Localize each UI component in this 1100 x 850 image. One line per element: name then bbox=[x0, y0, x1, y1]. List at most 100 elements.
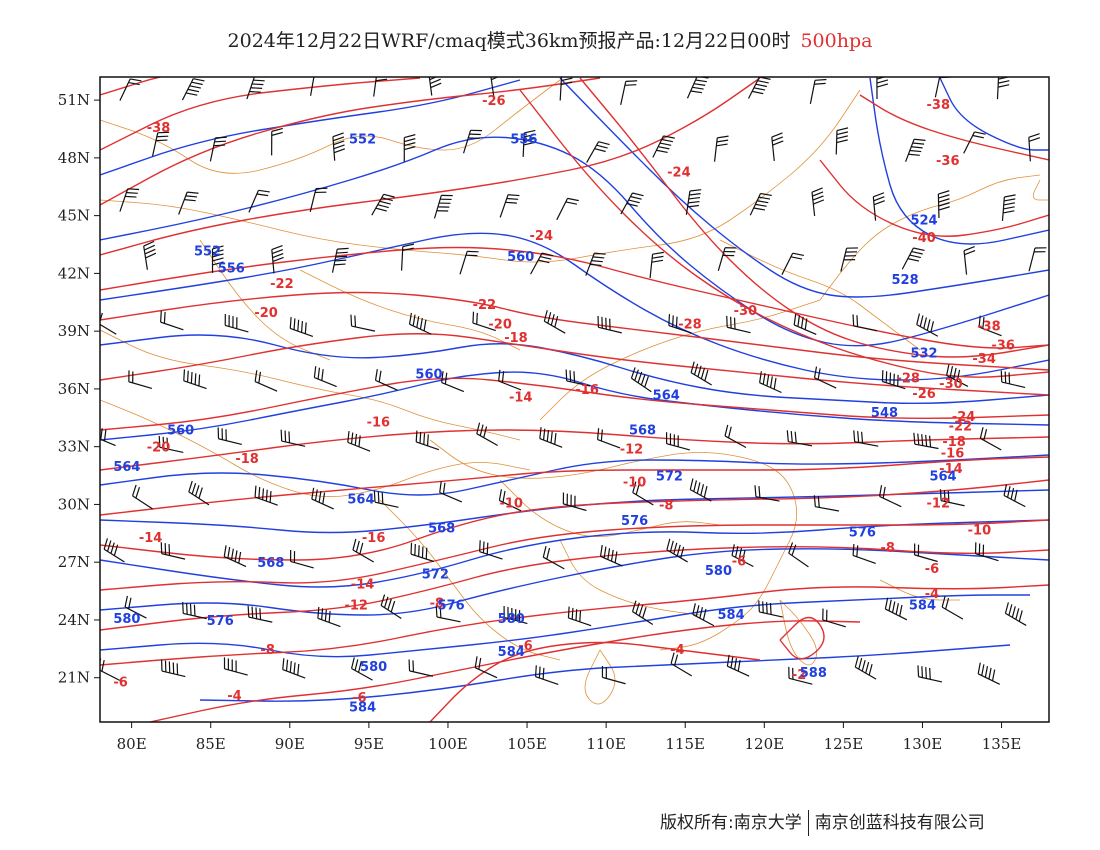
height-label: 552 bbox=[349, 133, 376, 148]
x-tick-label: 105E bbox=[507, 735, 547, 753]
wind-barb bbox=[713, 135, 729, 162]
wind-barb bbox=[410, 542, 435, 563]
height-contour bbox=[869, 77, 1049, 245]
x-tick-label: 130E bbox=[903, 735, 943, 753]
wind-barb bbox=[433, 194, 453, 219]
wind-barb bbox=[542, 545, 565, 570]
temperature-label: -10 bbox=[623, 475, 647, 490]
height-contour bbox=[100, 594, 1030, 658]
temperature-label: -24 bbox=[667, 165, 691, 180]
wind-barb bbox=[945, 364, 969, 387]
wind-barb bbox=[439, 481, 463, 503]
wind-barb bbox=[652, 135, 675, 158]
wind-barb bbox=[373, 77, 388, 97]
temperature-label: -10 bbox=[499, 497, 523, 512]
temperature-contour bbox=[100, 333, 1049, 396]
wind-barb bbox=[747, 77, 771, 99]
temperature-label: -34 bbox=[972, 352, 996, 367]
wind-barb bbox=[586, 141, 610, 163]
boundary-line bbox=[879, 579, 960, 601]
wind-barb bbox=[534, 665, 559, 686]
wind-barb bbox=[905, 138, 926, 162]
boundary-line bbox=[779, 599, 818, 666]
footer: 版权所有:南京大学 南京创蓝科技有限公司 bbox=[660, 808, 985, 836]
temperature-label: -36 bbox=[936, 154, 960, 169]
wind-barb bbox=[666, 538, 688, 563]
wind-barb bbox=[100, 312, 117, 335]
title-main: 2024年12月22日WRF/cmaq模式36km预报产品:12月22日00时 bbox=[227, 30, 791, 52]
temperature-label: -16 bbox=[575, 383, 599, 398]
x-tick-label: 135E bbox=[982, 735, 1022, 753]
y-tick-label: 21N bbox=[58, 669, 90, 687]
wind-barb bbox=[374, 369, 398, 391]
wind-barb bbox=[670, 652, 693, 677]
x-tick-label: 120E bbox=[745, 735, 785, 753]
wind-barb bbox=[311, 487, 334, 510]
wind-barb bbox=[400, 243, 415, 271]
wind-barb bbox=[182, 602, 207, 620]
height-label: 568 bbox=[629, 423, 656, 438]
wind-barb bbox=[441, 371, 465, 393]
wind-barb bbox=[332, 132, 346, 161]
temperature-label: -4 bbox=[925, 587, 939, 602]
height-label: 584 bbox=[909, 599, 936, 614]
wind-barb bbox=[1028, 247, 1047, 272]
height-contour bbox=[100, 232, 1049, 381]
wind-barb bbox=[472, 311, 496, 332]
wind-barb bbox=[630, 367, 652, 393]
wind-barb bbox=[459, 250, 479, 275]
height-contour bbox=[559, 77, 1049, 298]
temperature-label: -22 bbox=[473, 298, 497, 313]
wind-barb bbox=[913, 432, 939, 450]
wind-barb bbox=[1000, 370, 1026, 389]
wind-barb bbox=[979, 427, 1002, 451]
wind-barb bbox=[479, 540, 503, 560]
wind-barb bbox=[498, 369, 522, 391]
wind-barb bbox=[503, 605, 528, 625]
temperature-label: -24 bbox=[952, 410, 976, 425]
wind-barb bbox=[771, 132, 784, 161]
wind-barb bbox=[1001, 194, 1016, 221]
wind-barb bbox=[620, 80, 638, 105]
temperature-label: -6 bbox=[925, 562, 939, 577]
x-tick-label: 100E bbox=[428, 735, 468, 753]
wind-barb bbox=[331, 247, 349, 273]
height-contour bbox=[100, 519, 1049, 588]
wind-barb bbox=[408, 312, 432, 335]
wind-barb bbox=[371, 193, 395, 216]
map-title: 2024年12月22日WRF/cmaq模式36km预报产品:12月22日00时 5… bbox=[0, 26, 1100, 53]
height-label: 552 bbox=[194, 244, 221, 259]
temperature-label: -38 bbox=[927, 98, 951, 113]
wind-barb bbox=[151, 131, 170, 157]
title-level: 500hpa bbox=[800, 30, 873, 52]
wind-barb bbox=[543, 310, 566, 334]
temperature-contour bbox=[100, 519, 1049, 591]
temperature-label: -38 bbox=[147, 121, 171, 136]
temperature-label: -4 bbox=[227, 689, 241, 704]
axis-layer: 80E 85E 90E 95E 100E 105E 110E 115E 120E 125E 130E… bbox=[58, 91, 1022, 753]
height-label: 580 bbox=[113, 612, 140, 627]
wind-barb bbox=[181, 78, 205, 101]
wind-barb bbox=[223, 657, 248, 676]
wind-barb bbox=[254, 485, 278, 506]
height-label: 560 bbox=[507, 250, 534, 265]
wind-barb bbox=[665, 432, 690, 451]
wind-barb bbox=[835, 127, 849, 155]
wind-barb bbox=[1028, 133, 1041, 162]
boundary-line bbox=[100, 89, 861, 263]
height-label: 588 bbox=[800, 666, 827, 681]
wind-barb bbox=[717, 247, 737, 271]
y-tick-label: 27N bbox=[58, 553, 90, 571]
y-tick-label: 33N bbox=[58, 438, 90, 456]
height-contour-layer bbox=[100, 77, 1049, 702]
temperature-contour bbox=[579, 77, 1049, 358]
wind-barb bbox=[685, 189, 702, 215]
height-label: 576 bbox=[207, 614, 234, 629]
wind-barb bbox=[599, 544, 623, 567]
wind-barb bbox=[963, 245, 976, 275]
temperature-label: -16 bbox=[362, 531, 386, 546]
temperature-contour bbox=[100, 77, 421, 151]
height-label: 548 bbox=[871, 406, 898, 421]
wind-barb bbox=[822, 608, 846, 628]
height-label: 556 bbox=[510, 133, 537, 148]
